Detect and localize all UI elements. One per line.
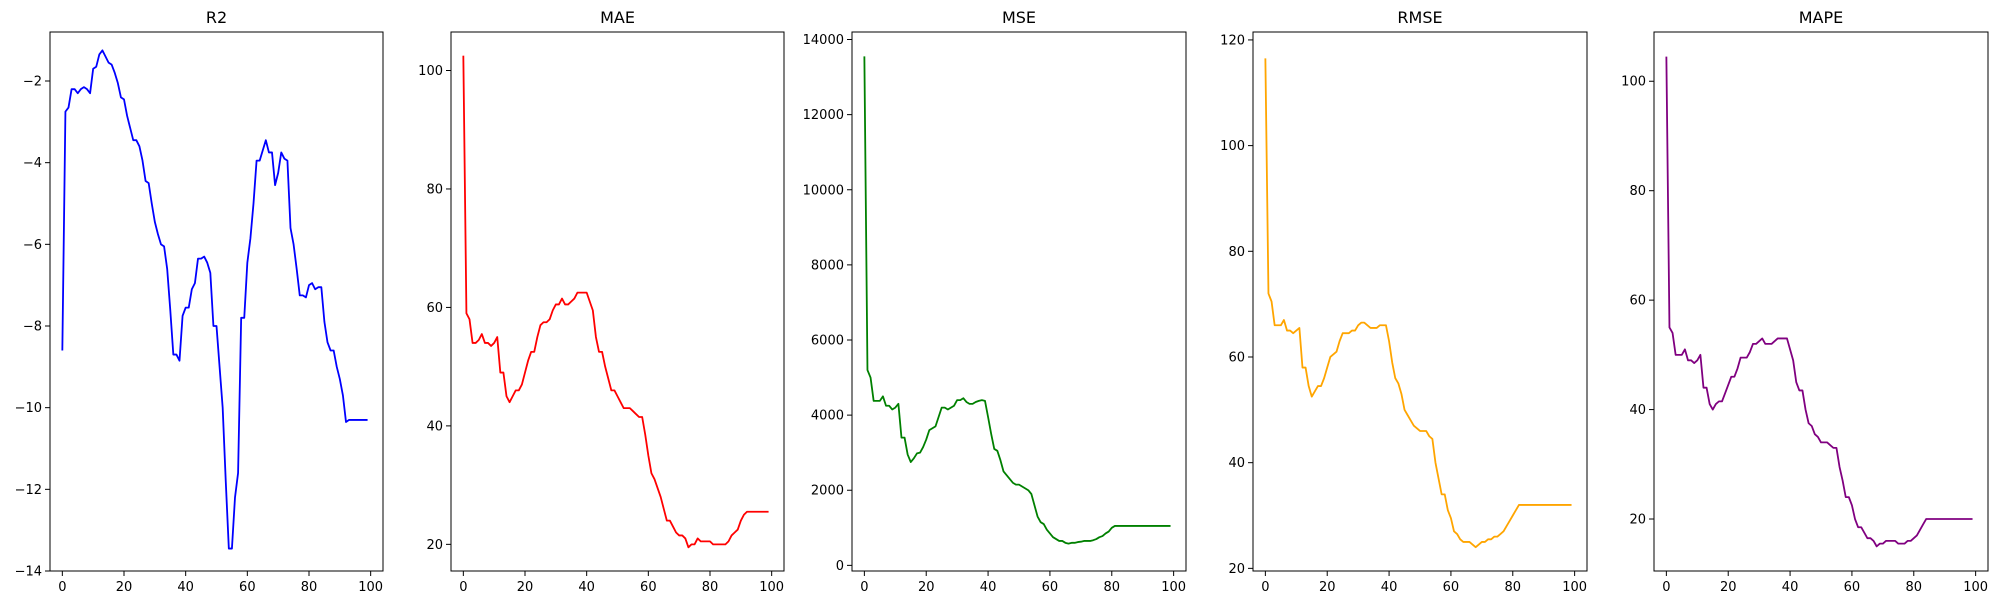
r2-x-tick-label: 20 [116,580,133,595]
rmse-y-tick-label: 100 [1220,139,1245,154]
mae-y-tick-label: 100 [418,64,443,79]
mae-x-tick-label: 40 [578,580,595,595]
subplot-r2: R2 0 20 40 60 80 100 −14 −12 −10 −8 −6 −4 −2 [15,8,384,595]
mape-x-tick-label: 100 [1963,580,1988,595]
mae-axes-frame [450,31,785,572]
mse-x-tick-label: 20 [918,580,935,595]
mse-x-tick-label: 100 [1161,580,1186,595]
mae-x-tick-label: 20 [517,580,534,595]
mse-y-tick-label: 4000 [811,409,844,424]
rmse-y-tick-label: 40 [1228,456,1245,471]
mae-x-tick-label: 80 [702,580,719,595]
r2-y-tick-label: −2 [23,75,42,90]
rmse-y-tick-label: 20 [1228,562,1245,577]
mape-x-tick-label: 0 [1662,580,1670,595]
mape-y-tick-label: 40 [1629,403,1646,418]
mse-y-tick-label: 6000 [811,334,844,349]
mape-y-tick-label: 20 [1629,513,1646,528]
mse-y-tick-label: 14000 [803,33,844,48]
r2-x-tick-label: 40 [177,580,194,595]
mape-axes-frame [1653,31,1989,572]
r2-y-tick-label: −14 [15,565,42,580]
mse-y-tick-label: 0 [836,559,844,574]
mae-series-line [462,55,769,549]
mae-y-tick-label: 20 [426,538,443,553]
rmse-x-tick-label: 20 [1319,580,1336,595]
rmse-y-tick-label: 80 [1228,245,1245,260]
rmse-axes-frame [1252,31,1588,572]
mae-y-tick-label: 80 [426,182,443,197]
r2-y-tick-label: −6 [23,238,42,253]
mse-y-tick-label: 2000 [811,484,844,499]
r2-x-tick-label: 80 [301,580,318,595]
r2-x-tick-label: 60 [239,580,256,595]
r2-chart-title: R2 [206,8,227,27]
subplot-rmse: RMSE 0 20 40 60 80 100 20 40 60 80 100 120 [1220,8,1588,595]
mape-series-line [1665,56,1973,548]
r2-y-tick-label: −12 [15,483,42,498]
rmse-x-tick-label: 0 [1261,580,1269,595]
rmse-x-tick-label: 60 [1443,580,1460,595]
subplot-mse: MSE 0 20 40 60 80 100 0 2000 4000 6000 8000 10000 120… [803,8,1187,595]
mae-x-tick-label: 100 [759,580,784,595]
r2-x-tick-label: 0 [58,580,66,595]
mse-y-tick-label: 12000 [803,108,844,123]
mse-x-tick-label: 60 [1042,580,1059,595]
mape-x-tick-label: 60 [1844,580,1861,595]
r2-y-tick-label: −4 [23,156,42,171]
rmse-y-tick-label: 60 [1228,350,1245,365]
mse-x-tick-label: 80 [1104,580,1121,595]
mae-y-tick-label: 40 [426,419,443,434]
mae-x-tick-label: 60 [640,580,657,595]
mape-y-tick-label: 60 [1629,294,1646,309]
r2-axes-frame [49,31,384,572]
mape-x-tick-label: 40 [1782,580,1799,595]
mse-chart-title: MSE [1002,8,1036,27]
rmse-x-tick-label: 100 [1562,580,1587,595]
mae-chart-title: MAE [600,8,635,27]
mae-y-tick-label: 60 [426,301,443,316]
mae-x-tick-label: 0 [459,580,467,595]
rmse-x-tick-label: 80 [1505,580,1522,595]
r2-y-tick-label: −10 [15,401,42,416]
rmse-series-line [1264,58,1572,549]
r2-x-tick-label: 100 [358,580,383,595]
mse-y-tick-label: 10000 [803,183,844,198]
mape-y-tick-label: 80 [1629,184,1646,199]
mse-series-line [863,56,1171,545]
rmse-y-tick-label: 120 [1220,33,1245,48]
r2-series-line [61,49,368,550]
subplot-mape: MAPE 0 20 40 60 80 100 20 40 60 80 100 [1621,8,1989,595]
mape-chart-title: MAPE [1799,8,1844,27]
rmse-x-tick-label: 40 [1381,580,1398,595]
mape-x-tick-label: 80 [1906,580,1923,595]
r2-y-tick-label: −8 [23,320,42,335]
subplot-mae: MAE 0 20 40 60 80 100 20 40 60 80 100 [418,8,785,595]
mse-x-tick-label: 0 [860,580,868,595]
mse-y-tick-label: 8000 [811,258,844,273]
mse-axes-frame [851,31,1187,572]
mape-x-tick-label: 20 [1720,580,1737,595]
mape-y-tick-label: 100 [1621,75,1646,90]
rmse-chart-title: RMSE [1397,8,1442,27]
mse-x-tick-label: 40 [980,580,997,595]
